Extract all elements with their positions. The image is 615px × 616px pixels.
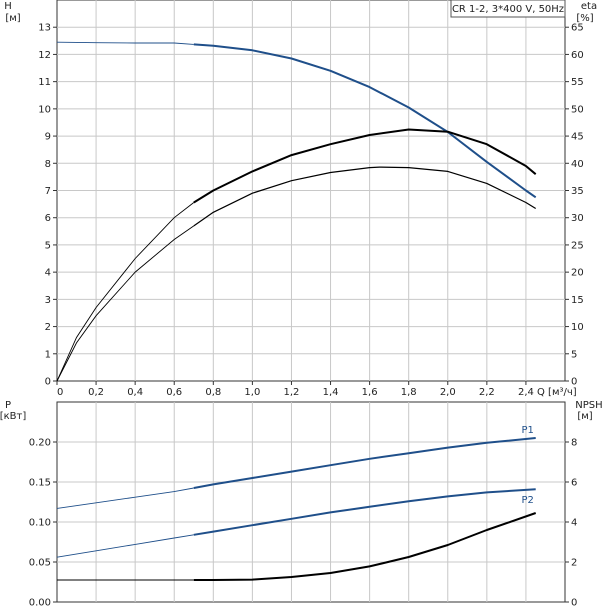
series-line xyxy=(193,128,537,204)
left-axis-name: P xyxy=(5,400,11,411)
right-tick-label: 2 xyxy=(571,558,577,569)
chart-title: CR 1-2, 3*400 V, 50Hz xyxy=(452,4,564,15)
left-tick-label: 5 xyxy=(45,240,51,251)
x-tick-label: 1,4 xyxy=(323,387,339,398)
left-tick-label: 6 xyxy=(45,213,51,224)
x-tick-label: 0,6 xyxy=(166,387,182,398)
right-tick-label: 4 xyxy=(571,518,577,529)
left-tick-label: 1 xyxy=(45,349,51,360)
right-tick-label: 20 xyxy=(571,268,584,279)
left-tick-label: 0 xyxy=(45,377,51,388)
x-tick-label: 1,0 xyxy=(244,387,260,398)
head-efficiency-plot: 0123456789101112130510152025303540455055… xyxy=(4,0,597,398)
left-tick-label: 7 xyxy=(45,186,51,197)
right-tick-label: 0 xyxy=(571,598,577,609)
left-axis-unit: [кВт] xyxy=(0,411,26,422)
series-line xyxy=(193,166,537,227)
x-tick-label: 1,6 xyxy=(362,387,378,398)
title-box xyxy=(450,0,566,18)
right-tick-label: 30 xyxy=(571,213,584,224)
series-line-extrapolated xyxy=(56,487,194,509)
left-tick-label: 12 xyxy=(38,50,51,61)
left-tick-label: 13 xyxy=(38,23,51,34)
left-tick-label: 0.20 xyxy=(29,438,51,449)
right-axis-name: eta xyxy=(581,1,597,12)
left-tick-label: 4 xyxy=(45,268,51,279)
right-axis-name: NPSH xyxy=(575,400,602,411)
power-npsh-plot: 0.00 0.05 0.10 0.15 0.20 0 2 4 6 8 P[кВт] NPSH[м] P1… xyxy=(0,400,603,609)
right-tick-label: 50 xyxy=(571,104,584,115)
right-tick-label: 60 xyxy=(571,50,584,61)
left-tick-label: 10 xyxy=(38,104,51,115)
right-tick-label: 40 xyxy=(571,159,584,170)
right-tick-label: 8 xyxy=(571,438,577,449)
right-tick-label: 5 xyxy=(571,349,577,360)
right-tick-label: 10 xyxy=(571,322,584,333)
left-axis-name: H xyxy=(4,1,12,12)
legend-title-box: CR 1-2, 3*400 V, 50Hz xyxy=(450,0,566,18)
series-line xyxy=(193,437,536,489)
left-tick-label: 0.10 xyxy=(29,518,51,529)
right-tick-label: 55 xyxy=(571,77,584,88)
left-tick-label: 3 xyxy=(45,295,51,306)
series-line xyxy=(193,488,536,536)
x-tick-label: 2,2 xyxy=(479,387,495,398)
right-tick-label: 35 xyxy=(571,186,584,197)
left-tick-label: 8 xyxy=(45,159,51,170)
series-line xyxy=(193,512,537,581)
left-axis-unit: [м] xyxy=(5,13,20,24)
x-tick-label: 1,8 xyxy=(401,387,417,398)
left-tick-label: 0.00 xyxy=(29,598,51,609)
left-tick-label: 9 xyxy=(45,132,51,143)
x-tick-label: 0,8 xyxy=(205,387,221,398)
x-tick-label: 2,4 xyxy=(518,387,534,398)
x-tick-label: 0,4 xyxy=(127,387,143,398)
x-axis-label: Q [м³/ч] xyxy=(537,387,577,398)
right-axis-unit: [м] xyxy=(577,411,592,422)
left-tick-label: 2 xyxy=(45,322,51,333)
series-label: P2 xyxy=(521,495,533,506)
right-tick-label: 0 xyxy=(571,377,577,388)
series-line-extrapolated xyxy=(56,225,195,382)
right-tick-label: 15 xyxy=(571,295,584,306)
plot-frame xyxy=(56,401,566,603)
right-tick-label: 45 xyxy=(571,132,584,143)
series-line xyxy=(193,43,537,199)
left-tick-label: 0.05 xyxy=(29,558,51,569)
series-line-extrapolated xyxy=(56,202,195,382)
series-label: P1 xyxy=(521,425,533,436)
right-tick-label: 65 xyxy=(571,23,584,34)
series-line-extrapolated xyxy=(56,41,194,45)
x-tick-label: 2,0 xyxy=(440,387,456,398)
right-tick-label: 6 xyxy=(571,478,577,489)
left-tick-label: 0.15 xyxy=(29,478,51,489)
x-tick-label: 0 xyxy=(57,387,63,398)
left-tick-label: 11 xyxy=(38,77,51,88)
x-tick-label: 1,2 xyxy=(284,387,300,398)
right-tick-label: 25 xyxy=(571,240,584,251)
right-axis-unit: [%] xyxy=(576,13,593,24)
x-tick-label: 0,2 xyxy=(88,387,104,398)
series-line-extrapolated xyxy=(56,534,194,558)
